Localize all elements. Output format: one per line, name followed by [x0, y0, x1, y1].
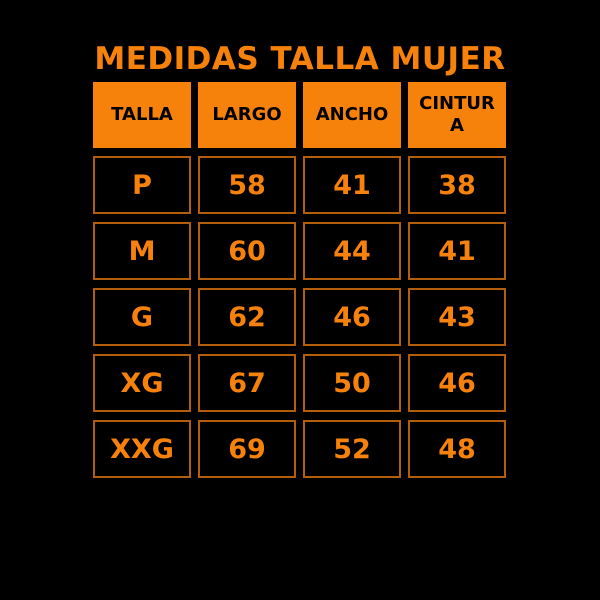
header-label: CINTURA	[419, 92, 495, 137]
largo-value-cell: 60	[198, 222, 296, 280]
cintura-value-cell: 41	[408, 222, 506, 280]
table-header-row: TALLA LARGO ANCHO CINTURA	[93, 82, 506, 148]
size-label-cell: XXG	[93, 420, 191, 478]
header-label: LARGO	[212, 103, 282, 125]
cintura-value-cell: 43	[408, 288, 506, 346]
size-label-cell: P	[93, 156, 191, 214]
largo-value-cell: 62	[198, 288, 296, 346]
header-cell-cintura: CINTURA	[408, 82, 506, 148]
size-label-cell: XG	[93, 354, 191, 412]
table-row-xg: XG 67 50 46	[93, 354, 506, 412]
header-label: TALLA	[111, 103, 173, 125]
ancho-value-cell: 44	[303, 222, 401, 280]
size-label-cell: M	[93, 222, 191, 280]
largo-value-cell: 67	[198, 354, 296, 412]
size-label-cell: G	[93, 288, 191, 346]
size-table: TALLA LARGO ANCHO CINTURA P 58 41 38 M 6…	[93, 82, 506, 478]
header-cell-ancho: ANCHO	[303, 82, 401, 148]
table-row-m: M 60 44 41	[93, 222, 506, 280]
ancho-value-cell: 46	[303, 288, 401, 346]
header-label: ANCHO	[315, 103, 389, 125]
cintura-value-cell: 46	[408, 354, 506, 412]
table-row-xxg: XXG 69 52 48	[93, 420, 506, 478]
cintura-value-cell: 38	[408, 156, 506, 214]
header-cell-talla: TALLA	[93, 82, 191, 148]
largo-value-cell: 58	[198, 156, 296, 214]
cintura-value-cell: 48	[408, 420, 506, 478]
header-cell-largo: LARGO	[198, 82, 296, 148]
ancho-value-cell: 50	[303, 354, 401, 412]
table-row-g: G 62 46 43	[93, 288, 506, 346]
largo-value-cell: 69	[198, 420, 296, 478]
chart-title: MEDIDAS TALLA MUJER	[94, 41, 506, 77]
ancho-value-cell: 52	[303, 420, 401, 478]
ancho-value-cell: 41	[303, 156, 401, 214]
table-row-p: P 58 41 38	[93, 156, 506, 214]
